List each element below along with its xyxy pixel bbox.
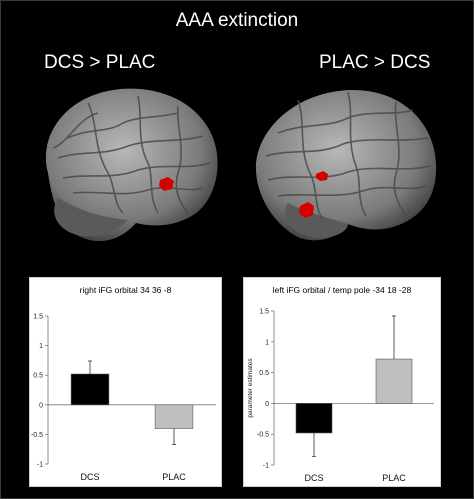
y-axis-label: parameter estimates <box>247 358 254 418</box>
contrast-label-plac-dcs: PLAC > DCS <box>319 52 431 73</box>
y-tick-label: -1 <box>263 463 269 470</box>
activation-cluster-lower <box>299 202 314 218</box>
chart-title: right iFG orbital 34 36 -8 <box>79 285 172 295</box>
bar-plac <box>375 358 413 404</box>
figure-title: AAA extinction <box>175 10 299 31</box>
x-tick-label: PLAC <box>382 473 406 483</box>
bar-chart-left-ifg: left iFG orbital / temp pole -34 18 -28 … <box>243 277 441 487</box>
activation-cluster <box>159 177 174 191</box>
x-tick-label: DCS <box>80 472 99 482</box>
x-tick-label: DCS <box>304 473 323 483</box>
bar-dcs <box>70 373 110 406</box>
brain-render-left <box>45 88 218 242</box>
chart-title: left iFG orbital / temp pole -34 18 -28 <box>272 285 412 295</box>
activation-cluster-upper <box>316 171 328 181</box>
y-tick-label: 1 <box>265 339 269 346</box>
x-tick-label: PLAC <box>162 472 186 482</box>
brain-render-right <box>255 90 437 241</box>
bar-dcs <box>295 403 333 434</box>
contrast-label-dcs-plac: DCS > PLAC <box>44 52 156 73</box>
bar-chart-right-ifg: right iFG orbital 34 36 -8 -1 -0.5 0 0.5 1 1.… <box>21 277 222 487</box>
y-tick-label: 1.5 <box>259 309 269 316</box>
y-tick-label: -1 <box>37 462 43 469</box>
y-tick-label: 1.5 <box>33 314 43 321</box>
y-tick-label: 0 <box>265 401 269 408</box>
y-tick-label: -0.5 <box>257 432 269 439</box>
y-tick-label: 0.5 <box>259 370 269 377</box>
bar-plac <box>154 404 194 429</box>
y-tick-label: 0.5 <box>33 373 43 380</box>
y-tick-label: -0.5 <box>31 432 43 439</box>
y-tick-label: 1 <box>39 343 43 350</box>
chart-svg: -1 -0.5 0 0.5 1 1.5 parameter estimates DCS PLAC <box>247 309 434 483</box>
y-tick-label: 0 <box>39 402 43 409</box>
